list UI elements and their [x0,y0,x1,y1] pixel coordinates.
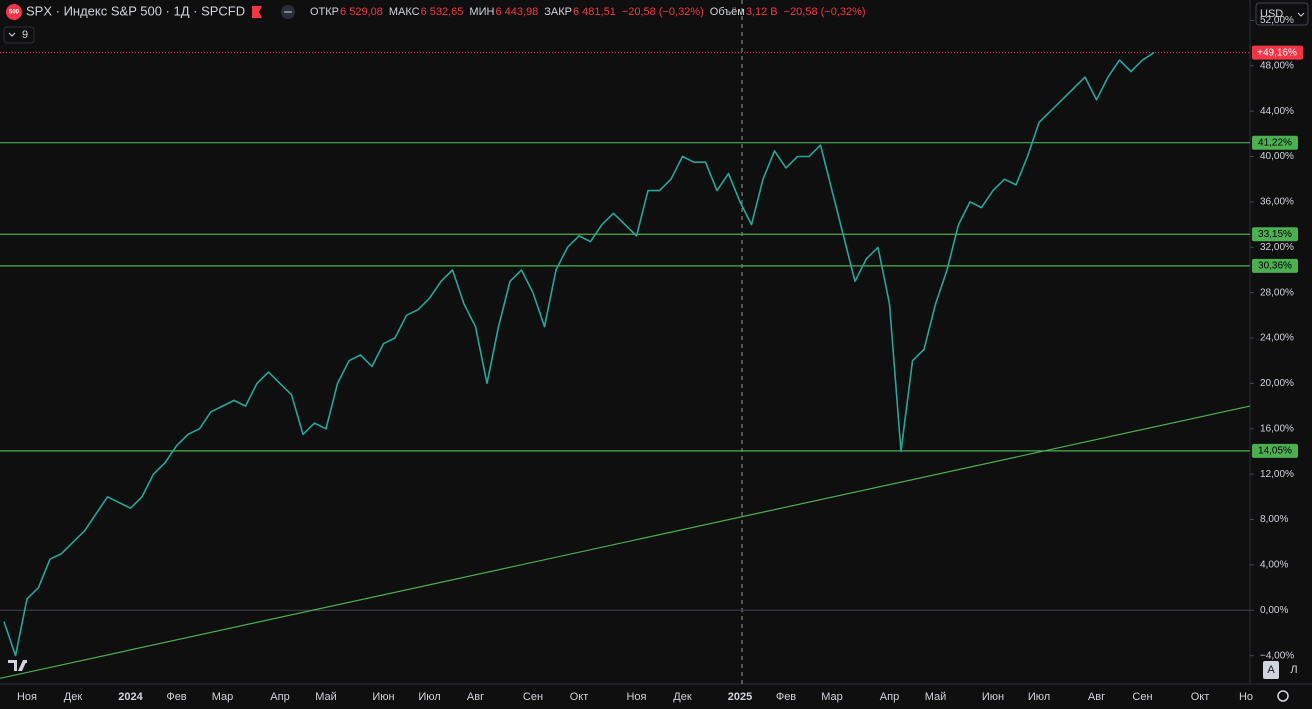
x-tick-label: Июн [372,691,394,703]
x-tick-label: Мар [821,691,843,703]
x-tick-label: Июл [418,691,440,703]
auto-button[interactable] [1263,661,1279,679]
y-tick-label: 48,00% [1260,60,1294,71]
y-tick-label: 24,00% [1260,333,1294,344]
high-label: МАКС [389,6,420,18]
x-tick-label: Дек [673,691,692,703]
indicators-count: 9 [22,29,28,41]
logo-text: 500 [9,10,20,16]
chevron [8,32,16,37]
volume: 3,12 B [746,6,778,18]
x-tick-label: Июн [982,691,1004,703]
x-tick-label: Авг [1088,691,1105,703]
y-tick-label: 12,00% [1260,469,1294,480]
settings-icon[interactable] [1277,690,1289,702]
flag[interactable] [252,6,262,18]
change: −20,58 (−0,32%) [622,6,704,18]
level-label-box [1252,135,1298,150]
x-tick-label: 2025 [728,691,752,703]
x-tick-label: 2024 [118,691,143,703]
last-label-box [1252,45,1303,60]
low: 6 443,98 [495,6,538,18]
x-tick-label: Дек [64,691,83,703]
y-tick-label: 44,00% [1260,106,1294,117]
log-label[interactable]: Л [1290,664,1297,676]
level-label: 30,36% [1258,261,1292,272]
volume-change: −20,58 (−0,32%) [784,6,866,18]
level-label: 41,22% [1258,137,1292,148]
symbol[interactable]: SPX · Индекс S&P 500 · 1Д · SPCFD [26,3,245,18]
x-tick-label: Май [925,691,947,703]
x-tick-label: Мар [212,691,234,703]
price-line [3,51,1155,657]
y-tick-label: 0,00% [1260,605,1288,616]
y-tick-label: −4,00% [1260,650,1294,661]
x-tick-label: Ноя [17,691,37,703]
chevron [1297,12,1305,17]
y-tick-label: 36,00% [1260,197,1294,208]
close: 6 481,51 [573,6,616,18]
x-tick-label: Ноя [626,691,646,703]
x-tick-label: Май [315,691,337,703]
currency-button[interactable] [1255,2,1309,26]
level-label: 33,15% [1258,229,1292,240]
open-label: ОТКР [310,6,339,18]
y-tick-label: 28,00% [1260,287,1294,298]
level-label-box [1252,258,1298,273]
x-tick-label: Окт [1191,691,1210,703]
level-label-box [1252,443,1298,458]
x-tick-label: Но [1239,691,1253,703]
x-tick-label: Апр [270,691,289,703]
x-tick-label: Сен [523,691,543,703]
volume-label: Объём [710,6,745,18]
high: 6 532,65 [421,6,464,18]
x-tick-label: Фев [776,691,796,703]
x-tick-label: Июл [1028,691,1050,703]
logo [6,4,22,20]
low-label: МИН [469,6,494,18]
y-tick-label: 52,00% [1260,15,1294,26]
currency: USD [1260,8,1283,20]
y-tick-label: 16,00% [1260,423,1294,434]
last-label: +49,16% [1257,47,1297,58]
indicators-toggle[interactable] [3,26,35,44]
x-tick-label: Апр [880,691,899,703]
y-tick-label: 8,00% [1260,514,1288,525]
x-tick-label: Авг [467,691,484,703]
open: 6 529,08 [340,6,383,18]
level-label-box [1252,227,1298,242]
y-tick-label: 40,00% [1260,151,1294,162]
x-tick-label: Сен [1132,691,1152,703]
y-tick-label: 4,00% [1260,560,1288,571]
y-tick-label: 20,00% [1260,378,1294,389]
tv-logo[interactable] [8,660,27,671]
x-tick-label: Окт [570,691,589,703]
x-tick-label: Фев [166,691,186,703]
level-label: 14,05% [1258,446,1292,457]
ohlc: ОТКР 6 529,08 МАКС 6 532,65 МИН 6 443,98 ЗАКР 6… [310,6,866,18]
auto-label: A [1267,664,1275,676]
close-label: ЗАКР [544,6,572,18]
y-tick-label: 32,00% [1260,242,1294,253]
